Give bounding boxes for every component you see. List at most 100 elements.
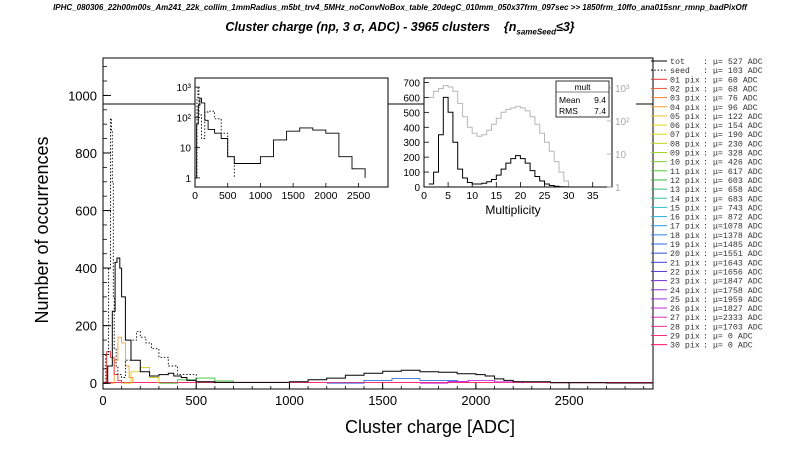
inset-charge-x-tick-label: 2000: [314, 190, 338, 202]
stats-title: mult: [574, 82, 591, 92]
legend-stat: : μ=1959 ADC: [703, 296, 763, 305]
legend-stat: : μ=1485 ADC: [703, 241, 763, 250]
legend-entry: 28 pix: μ=1703 ADC: [651, 322, 763, 332]
inset-mult-x-tick-label: 20: [515, 190, 527, 202]
inset-charge-x-tick-label: 0: [192, 190, 198, 202]
legend-label: 30 pix: [670, 341, 700, 351]
inset-charge-y-tick-label: 10³: [177, 83, 192, 94]
legend-label: 13 pix: [670, 185, 700, 195]
legend-entry: 03 pix: μ= 76 ADC: [651, 94, 758, 104]
main-y-tick-label: 800: [75, 146, 97, 161]
main-series-01-pix: [103, 351, 123, 384]
legend-stat: : μ=1378 ADC: [703, 232, 763, 241]
inset-charge-series-seed: [195, 87, 235, 179]
inset-mult-series-mult-log: [428, 85, 570, 187]
legend-entry: 24 pix: μ=1758 ADC: [651, 286, 763, 296]
legend-label: 01 pix: [670, 75, 700, 85]
legend-stat: : μ= 658 ADC: [703, 186, 763, 195]
main-x-tick-label: 2000: [461, 393, 490, 408]
inset-charge-x-tick-label: 500: [219, 190, 237, 202]
main-y-tick-label: 600: [75, 204, 97, 219]
legend-stat: : μ= 76 ADC: [703, 95, 758, 104]
legend-label: 15 pix: [670, 203, 700, 213]
legend-stat: : μ= 230 ADC: [703, 140, 763, 149]
legend-label: 08 pix: [670, 139, 700, 149]
legend-label: 02 pix: [670, 84, 700, 94]
inset-mult-y-tick-label: 200: [403, 153, 420, 164]
main-chart: 0 500 1000 1500 2000 250002004006008001000Clu…: [32, 57, 654, 437]
inset-mult-y-tick-label: 300: [403, 138, 420, 149]
main-x-tick-label: 2500: [555, 393, 584, 408]
main-y-tick-label: 200: [75, 319, 97, 334]
legend-entry: 07 pix: μ= 190 ADC: [651, 130, 763, 140]
inset-mult-right-tick-label: 10: [615, 150, 627, 161]
main-y-tick-label: 0: [90, 376, 97, 391]
legend-entry: seed: μ= 103 ADC: [651, 66, 763, 76]
legend-stat: : μ= 122 ADC: [703, 113, 763, 122]
legend-entry: 01 pix: μ= 60 ADC: [651, 75, 758, 85]
stats-rms-label: RMS: [559, 106, 578, 116]
legend-label: 28 pix: [670, 322, 700, 332]
legend-entry: 09 pix: μ= 328 ADC: [651, 149, 763, 159]
inset-charge-x-tick-label: 1500: [281, 190, 305, 202]
legend-label: 22 pix: [670, 267, 700, 277]
legend-entry: 13 pix: μ= 658 ADC: [651, 185, 763, 195]
run-filename: IPHC_080306_22h00m00s_Am241_22k_collim_1…: [53, 3, 747, 12]
legend-stat: : μ=1551 ADC: [703, 250, 763, 259]
main-x-tick-label: 0: [99, 393, 106, 408]
title-text: Cluster charge (np, 3 σ, ADC) - 3965 clu…: [225, 20, 490, 34]
inset-mult-x-tick-label: 30: [563, 190, 575, 202]
legend-stat: : μ=1847 ADC: [703, 278, 763, 287]
inset-charge-y-tick-label: 10: [180, 144, 192, 155]
legend-label: 12 pix: [670, 176, 700, 186]
legend-label: 17 pix: [670, 222, 700, 232]
legend-label: 06 pix: [670, 121, 700, 131]
inset-mult-right-tick-label: 10²: [615, 117, 630, 128]
inset-mult-x-axis-label: Multiplicity: [485, 203, 540, 217]
stats-box: [555, 80, 610, 118]
title-selection-sub: sameSeed: [516, 27, 556, 37]
legend-label: 16 pix: [670, 213, 700, 223]
legend-label: 21 pix: [670, 258, 700, 268]
legend-stat: : μ= 154 ADC: [703, 122, 763, 131]
legend-label: tot: [670, 58, 685, 67]
legend-label: 25 pix: [670, 295, 700, 305]
legend-stat: : μ= 527 ADC: [703, 58, 763, 67]
stats-rms-value: 7.4: [594, 106, 606, 116]
legend-entry: 29 pix: μ= 0 ADC: [651, 332, 753, 342]
stats-mean-label: Mean: [559, 95, 581, 105]
legend-stat: : μ=1827 ADC: [703, 305, 763, 314]
legend-label: 09 pix: [670, 149, 700, 159]
inset-mult-y-tick-label: 700: [403, 78, 420, 89]
legend-stat: : μ=1703 ADC: [703, 323, 763, 332]
legend-label: 04 pix: [670, 103, 700, 113]
legend-stat: : μ= 617 ADC: [703, 168, 763, 177]
legend-stat: : μ= 328 ADC: [703, 150, 763, 159]
legend-label: 29 pix: [670, 332, 700, 342]
inset-mult-right-tick-label: 10³: [615, 84, 630, 95]
legend-stat: : μ=1758 ADC: [703, 287, 763, 296]
legend-stat: : μ= 60 ADC: [703, 76, 758, 85]
legend-entry: 11 pix: μ= 617 ADC: [651, 167, 763, 177]
legend-entry: 18 pix: μ=1378 ADC: [651, 231, 763, 241]
legend-entry: 19 pix: μ=1485 ADC: [651, 240, 763, 250]
main-y-axis-label: Number of occurrences: [32, 136, 52, 323]
legend-stat: : μ= 0 ADC: [703, 333, 753, 342]
legend-entry: 08 pix: μ= 230 ADC: [651, 139, 763, 149]
legend-label: 14 pix: [670, 194, 700, 204]
inset-mult-series-mult: [428, 96, 570, 188]
legend-entry: 04 pix: μ= 96 ADC: [651, 103, 758, 113]
main-y-tick-label: 400: [75, 261, 97, 276]
inset-mult-x-tick-label: 15: [490, 190, 502, 202]
stats-mean-value: 9.4: [594, 95, 606, 105]
main-series-seed: [103, 117, 216, 384]
legend-entry: 27 pix: μ=2333 ADC: [651, 313, 763, 323]
legend-stat: : μ= 96 ADC: [703, 104, 758, 113]
legend-entry: 06 pix: μ= 154 ADC: [651, 121, 763, 131]
inset-mult-y-tick-label: 600: [403, 93, 420, 104]
inset-charge-x-tick-label: 2500: [347, 190, 371, 202]
legend-entry: 14 pix: μ= 683 ADC: [651, 194, 763, 204]
legend-entry: 15 pix: μ= 743 ADC: [651, 203, 763, 213]
legend-stat: : μ= 190 ADC: [703, 131, 763, 140]
legend-stat: : μ= 426 ADC: [703, 159, 763, 168]
